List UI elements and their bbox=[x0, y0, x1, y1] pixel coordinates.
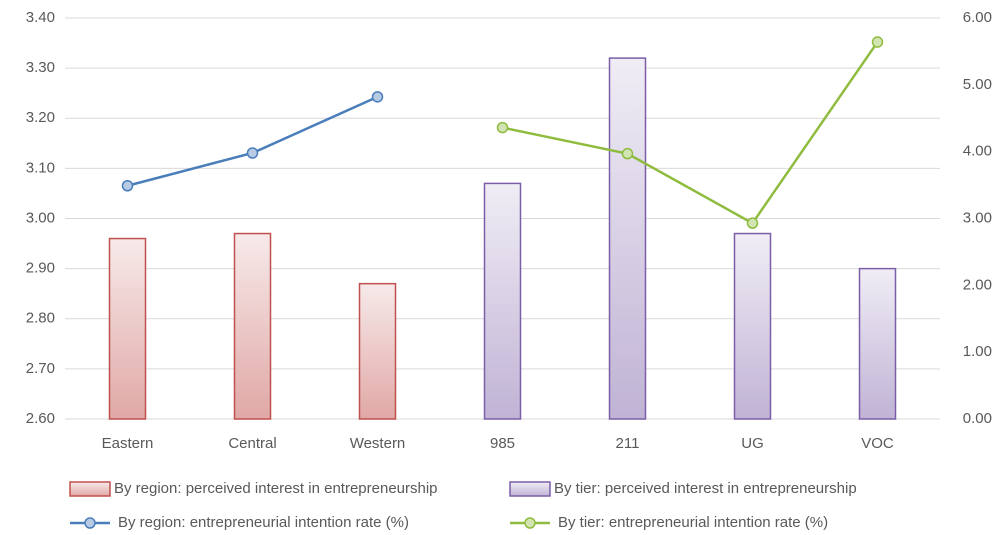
marker bbox=[496, 121, 509, 134]
legend-marker bbox=[524, 517, 536, 529]
bar bbox=[608, 57, 647, 420]
marker bbox=[621, 147, 634, 160]
bar bbox=[233, 232, 272, 420]
legend-marker bbox=[84, 517, 96, 529]
bar bbox=[108, 237, 147, 420]
y-tick-label: 3.30 bbox=[26, 59, 55, 76]
legend-label: By region: perceived interest in entrepr… bbox=[114, 480, 438, 497]
y-tick-label: 3.00 bbox=[26, 209, 55, 226]
x-tick-label: 211 bbox=[616, 435, 640, 452]
x-tick-label: Western bbox=[350, 435, 406, 452]
legend-label: By tier: entrepreneurial intention rate … bbox=[558, 514, 828, 531]
y2-tick-label: 1.00 bbox=[963, 343, 992, 360]
y-tick-label: 2.70 bbox=[26, 360, 55, 377]
y2-tick-label: 5.00 bbox=[963, 76, 992, 93]
bar bbox=[358, 282, 397, 420]
marker bbox=[371, 91, 384, 103]
bar bbox=[733, 232, 772, 420]
marker bbox=[746, 217, 759, 229]
y2-tick-label: 6.00 bbox=[963, 9, 992, 26]
x-tick-label: Central bbox=[228, 435, 276, 452]
marker bbox=[871, 36, 884, 48]
legend-label: By region: entrepreneurial intention rat… bbox=[118, 514, 409, 531]
y-tick-label: 2.80 bbox=[26, 310, 55, 327]
y2-tick-label: 0.00 bbox=[963, 410, 992, 427]
y2-tick-label: 4.00 bbox=[963, 143, 992, 160]
y-tick-label: 2.90 bbox=[26, 260, 55, 277]
legend-swatch bbox=[509, 481, 551, 497]
y-tick-label: 3.40 bbox=[26, 9, 55, 26]
bar bbox=[483, 182, 522, 420]
legend-swatch bbox=[69, 481, 111, 497]
line bbox=[502, 41, 879, 225]
y-tick-label: 2.60 bbox=[26, 410, 55, 427]
y-tick-label: 3.20 bbox=[26, 109, 55, 126]
x-tick-label: VOC bbox=[861, 435, 894, 452]
x-tick-label: Eastern bbox=[102, 435, 154, 452]
line bbox=[127, 95, 379, 187]
x-tick-label: UG bbox=[741, 435, 764, 452]
bar bbox=[858, 267, 897, 420]
y2-tick-label: 2.00 bbox=[963, 276, 992, 293]
legend-label: By tier: perceived interest in entrepren… bbox=[554, 480, 857, 497]
y-tick-label: 3.10 bbox=[26, 159, 55, 176]
y2-tick-label: 3.00 bbox=[963, 209, 992, 226]
marker bbox=[246, 147, 259, 159]
x-tick-label: 985 bbox=[490, 435, 515, 452]
marker bbox=[121, 180, 134, 192]
